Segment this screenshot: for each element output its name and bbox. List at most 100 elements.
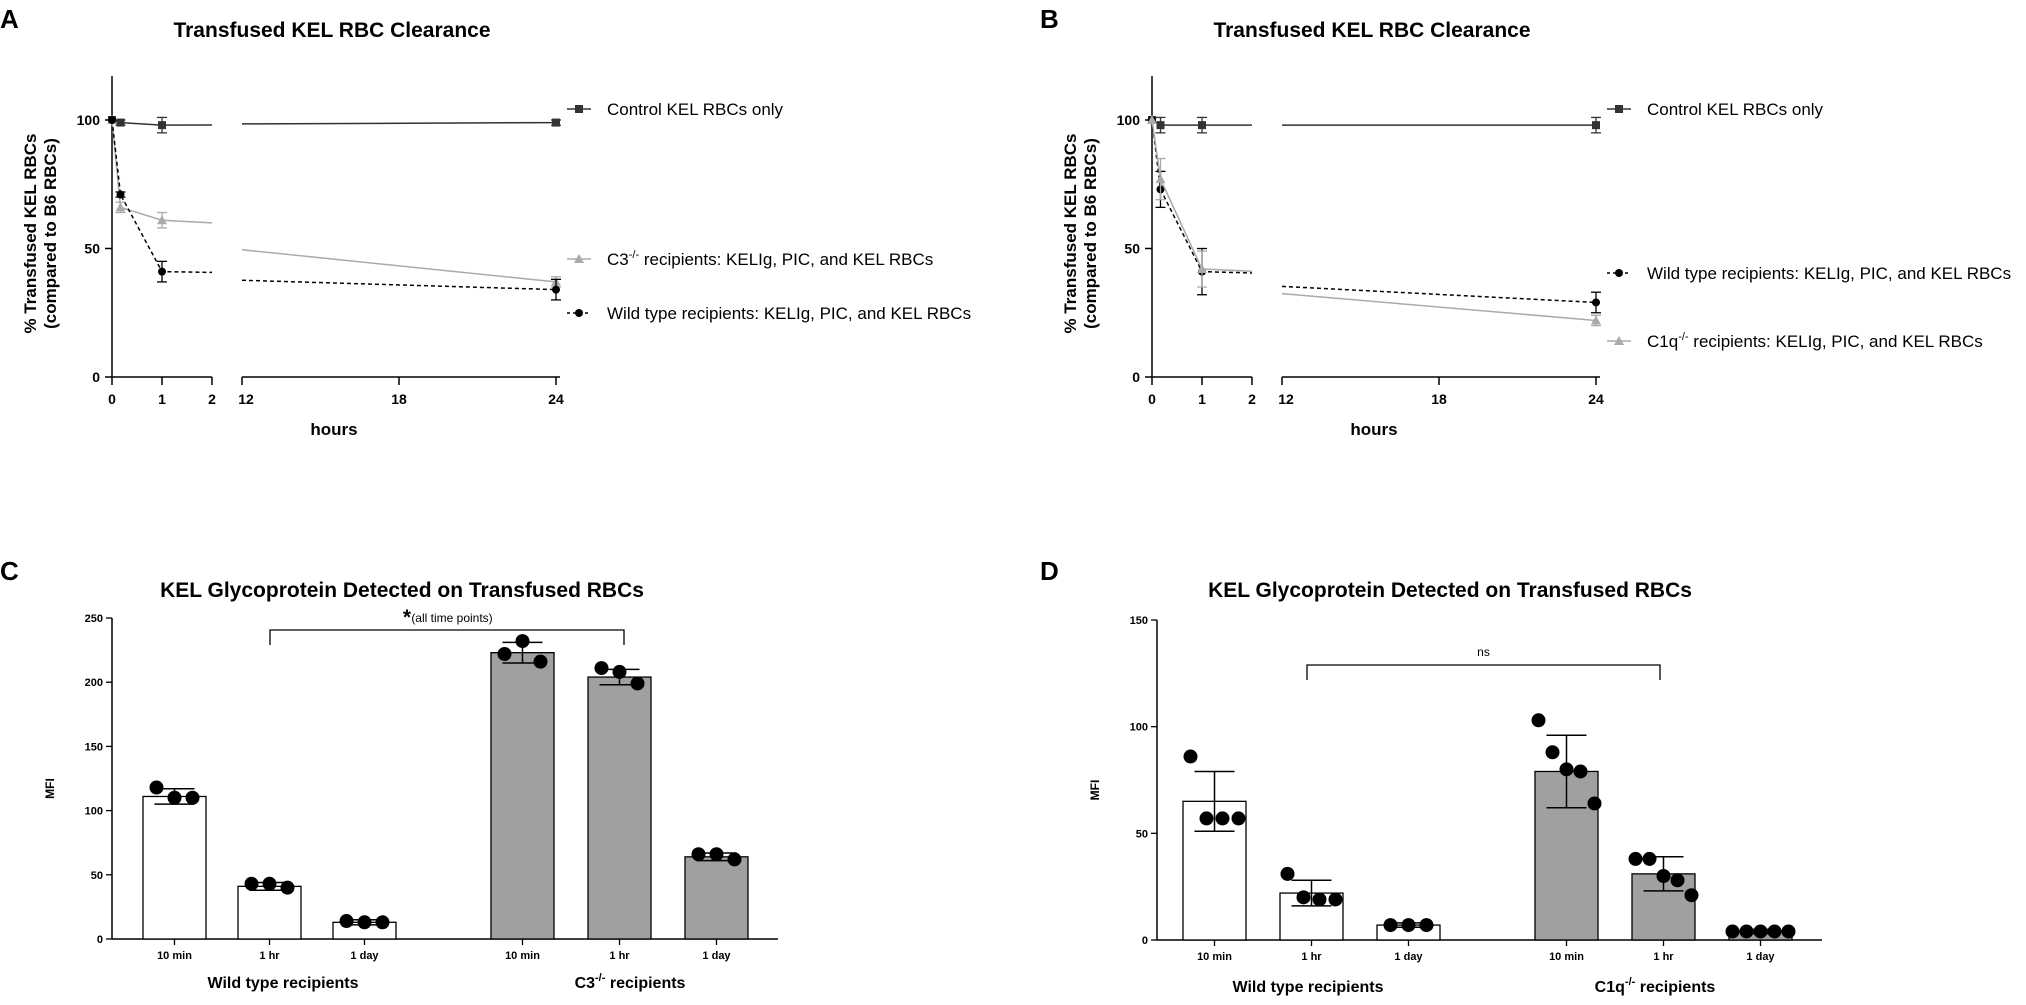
x-tick-label: 18: [391, 391, 407, 407]
data-point: [709, 847, 724, 862]
legend-marker: [1614, 336, 1624, 345]
chart-title: KEL Glycoprotein Detected on Transfused …: [1208, 579, 1692, 602]
series-line-right: [1281, 292, 1597, 322]
x-tick-label: 10 min: [505, 950, 540, 962]
y-tick-label: 100: [1117, 112, 1141, 128]
y-axis-label: MFI: [1088, 780, 1102, 801]
data-point: [185, 790, 200, 805]
series-line-right: [241, 248, 557, 283]
data-point: [1592, 298, 1600, 307]
y-axis-label: % Transfused KEL RBCs(compared to B6 RBC…: [21, 134, 60, 334]
data-point: [1725, 924, 1740, 939]
data-point: [244, 876, 259, 891]
data-point: [116, 118, 125, 127]
y-tick-label: 50: [1124, 241, 1140, 257]
legend-marker: [575, 105, 583, 113]
panel-letter-A: A: [0, 4, 19, 34]
data-point: [1183, 749, 1198, 764]
bar: [490, 652, 555, 940]
x-axis-label: hours: [310, 420, 357, 439]
data-point: [727, 852, 742, 867]
x-tick-label: 1: [1198, 391, 1206, 407]
y-tick-label: 100: [77, 112, 101, 128]
data-point: [1739, 924, 1754, 939]
series-line-left: [1151, 119, 1253, 274]
y-tick-label: 150: [1130, 615, 1148, 627]
data-point: [158, 267, 166, 276]
data-point: [1670, 873, 1685, 888]
data-point: [1684, 888, 1699, 903]
legend-label: Control KEL RBCs only: [607, 100, 784, 119]
data-point: [1531, 713, 1546, 728]
x-tick-label: 0: [1148, 391, 1156, 407]
data-point: [1296, 890, 1311, 905]
series-line-left: [111, 119, 213, 224]
y-tick-label: 0: [92, 369, 100, 385]
data-point: [375, 915, 390, 930]
data-point: [1312, 892, 1327, 907]
legend-label: C3-/- recipients: KELIg, PIC, and KEL RB…: [607, 249, 933, 269]
x-tick-label: 18: [1431, 391, 1447, 407]
legend-label: Wild type recipients: KELIg, PIC, and KE…: [1647, 264, 2011, 283]
data-point: [1328, 892, 1343, 907]
group-label: Wild type recipients: [1233, 979, 1384, 996]
chart-title: Transfused KEL RBC Clearance: [1213, 19, 1530, 42]
legend-marker: [575, 309, 583, 317]
panel-letter-C: C: [0, 556, 19, 586]
data-point: [167, 790, 182, 805]
data-point: [357, 915, 372, 930]
data-point: [1419, 918, 1434, 933]
data-point: [1767, 924, 1782, 939]
x-tick-label: 2: [1248, 391, 1256, 407]
significance-mark: *: [403, 606, 412, 629]
y-tick-label: 0: [1132, 369, 1140, 385]
data-point: [1156, 121, 1165, 130]
data-point: [1401, 918, 1416, 933]
data-point: [157, 215, 167, 225]
x-tick-label: 10 min: [1549, 951, 1584, 963]
y-tick-label: 50: [84, 241, 100, 257]
x-axis-label: hours: [1350, 420, 1397, 439]
data-point: [1199, 811, 1214, 826]
data-point: [1781, 924, 1796, 939]
y-tick-label: 100: [1130, 722, 1148, 734]
x-tick-label: 10 min: [157, 950, 192, 962]
data-point: [339, 914, 354, 929]
y-tick-label: 200: [85, 677, 103, 689]
significance-label: (all time points): [411, 611, 492, 625]
data-point: [515, 634, 530, 649]
y-tick-label: 0: [97, 934, 103, 946]
chart-title: Transfused KEL RBC Clearance: [173, 19, 490, 42]
x-tick-label: 1 day: [1746, 951, 1775, 963]
series-line-right: [1281, 285, 1597, 304]
data-point: [1573, 764, 1588, 779]
bar: [142, 795, 207, 940]
legend-label: C1q-/- recipients: KELIg, PIC, and KEL R…: [1647, 331, 1983, 351]
y-tick-label: 150: [85, 741, 103, 753]
panel-letter-D: D: [1040, 556, 1059, 586]
x-tick-label: 12: [1278, 391, 1294, 407]
data-point: [1147, 115, 1157, 124]
data-point: [533, 654, 548, 669]
data-point: [1592, 121, 1600, 130]
x-tick-label: 10 min: [1197, 951, 1232, 963]
data-point: [158, 121, 166, 130]
x-tick-label: 2: [208, 391, 216, 407]
group-label: Wild type recipients: [208, 975, 359, 992]
y-tick-label: 250: [85, 613, 103, 625]
legend-label: Wild type recipients: KELIg, PIC, and KE…: [607, 304, 971, 323]
group-label: C3-/- recipients: [575, 972, 686, 992]
data-point: [1155, 174, 1166, 184]
x-tick-label: 24: [548, 391, 564, 407]
data-point: [1545, 745, 1560, 760]
x-tick-label: 24: [1588, 391, 1604, 407]
panel-letter-B: B: [1040, 4, 1059, 34]
data-point: [1198, 121, 1206, 130]
x-tick-label: 1 day: [702, 950, 731, 962]
significance-bracket: [1306, 664, 1661, 680]
data-point: [280, 880, 295, 895]
data-point: [1559, 762, 1574, 777]
legend-marker: [574, 254, 584, 263]
significance-label: ns: [1477, 645, 1490, 659]
